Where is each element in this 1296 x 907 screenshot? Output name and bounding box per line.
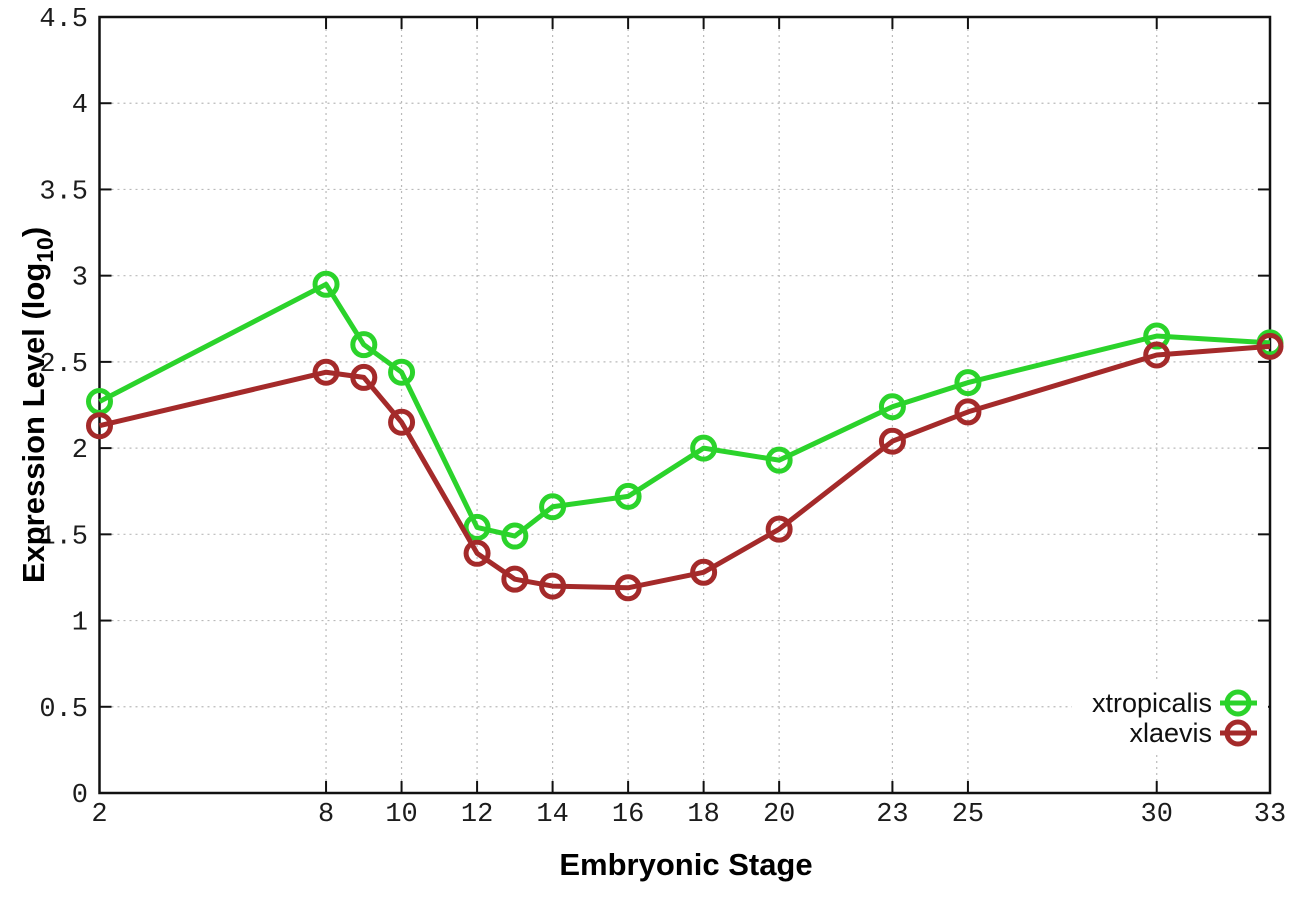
x-tick-label-23: 23 xyxy=(876,800,908,830)
data-point-xtropicalis-13 xyxy=(501,522,529,550)
x-tick-label-25: 25 xyxy=(952,800,984,830)
data-point-xlaevis-25 xyxy=(954,398,982,426)
x-tick-label-18: 18 xyxy=(687,800,719,830)
y-tick-label-3.5: 3.5 xyxy=(39,177,88,207)
data-point-xlaevis-14 xyxy=(539,572,567,600)
y-tick-label-3: 3 xyxy=(72,264,88,294)
legend: xtropicalis xlaevis xyxy=(1072,683,1268,751)
series-line-xlaevis xyxy=(98,343,1271,591)
data-point-xtropicalis-30 xyxy=(1143,322,1171,350)
data-point-xlaevis-9 xyxy=(350,363,378,391)
data-point-xtropicalis-20 xyxy=(765,446,793,474)
x-tick-label-16: 16 xyxy=(612,800,644,830)
y-tick-label-2: 2 xyxy=(72,436,88,466)
data-point-xtropicalis-12 xyxy=(463,513,491,541)
series-plot xyxy=(86,270,1284,602)
data-point-xtropicalis-16 xyxy=(614,482,642,510)
x-tick-label-14: 14 xyxy=(536,800,568,830)
series-line-xtropicalis xyxy=(98,281,1271,539)
legend-label-xtropicalis: xtropicalis xyxy=(1092,688,1212,718)
series-xlaevis xyxy=(86,332,1284,602)
data-point-xlaevis-12 xyxy=(463,539,491,567)
x-tick-label-10: 10 xyxy=(385,800,417,830)
data-point-xtropicalis-14 xyxy=(539,493,567,521)
x-tick-labels: 2 8 10 12 14 16 18 20 23 25 30 33 xyxy=(91,800,1286,830)
x-tick-label-33: 33 xyxy=(1254,800,1286,830)
data-point-xtropicalis-8 xyxy=(312,270,340,298)
data-point-xlaevis-30 xyxy=(1143,341,1171,369)
y-tick-label-1: 1 xyxy=(72,609,88,639)
data-point-xlaevis-18 xyxy=(690,558,718,586)
x-tick-label-8: 8 xyxy=(318,800,334,830)
legend-entry-xlaevis: xlaevis xyxy=(1129,718,1257,748)
data-point-xlaevis-8 xyxy=(312,358,340,386)
y-tick-labels: 0 0.5 1 1.5 2 2.5 3 3.5 4 4.5 xyxy=(39,5,88,811)
data-point-xlaevis-13 xyxy=(501,565,529,593)
data-point-xlaevis-20 xyxy=(765,515,793,543)
data-point-xtropicalis-23 xyxy=(878,393,906,421)
y-axis-title: Expression Level (log10) xyxy=(16,227,58,583)
data-point-xlaevis-23 xyxy=(878,427,906,455)
y-tick-label-2.5: 2.5 xyxy=(39,350,88,380)
legend-entry-xtropicalis: xtropicalis xyxy=(1092,688,1257,718)
series-xtropicalis xyxy=(86,270,1284,550)
y-tick-label-1.5: 1.5 xyxy=(39,522,88,552)
x-tick-label-2: 2 xyxy=(91,800,107,830)
y-tick-label-0: 0 xyxy=(72,781,88,811)
gridlines xyxy=(99,17,1270,793)
legend-sample-marker-xtropicalis-icon xyxy=(1224,689,1252,717)
y-tick-label-4.5: 4.5 xyxy=(39,5,88,35)
legend-sample-marker-xlaevis-icon xyxy=(1224,719,1252,747)
y-tick-label-0.5: 0.5 xyxy=(39,695,88,725)
data-point-xtropicalis-18 xyxy=(690,434,718,462)
x-tick-label-30: 30 xyxy=(1141,800,1173,830)
x-tick-label-20: 20 xyxy=(763,800,795,830)
data-point-xlaevis-10 xyxy=(388,408,416,436)
data-point-xlaevis-16 xyxy=(614,574,642,602)
data-point-xtropicalis-10 xyxy=(388,358,416,386)
y-tick-label-4: 4 xyxy=(72,91,88,121)
data-point-xlaevis-2 xyxy=(86,412,113,440)
legend-label-xlaevis: xlaevis xyxy=(1129,718,1212,748)
data-point-xtropicalis-9 xyxy=(350,331,378,359)
data-point-xtropicalis-25 xyxy=(954,369,982,397)
x-tick-label-12: 12 xyxy=(461,800,493,830)
plot-border xyxy=(98,15,1272,795)
axis-ticks xyxy=(98,16,1271,794)
data-point-xlaevis-33 xyxy=(1256,332,1284,360)
x-axis-title: Embryonic Stage xyxy=(559,847,812,882)
